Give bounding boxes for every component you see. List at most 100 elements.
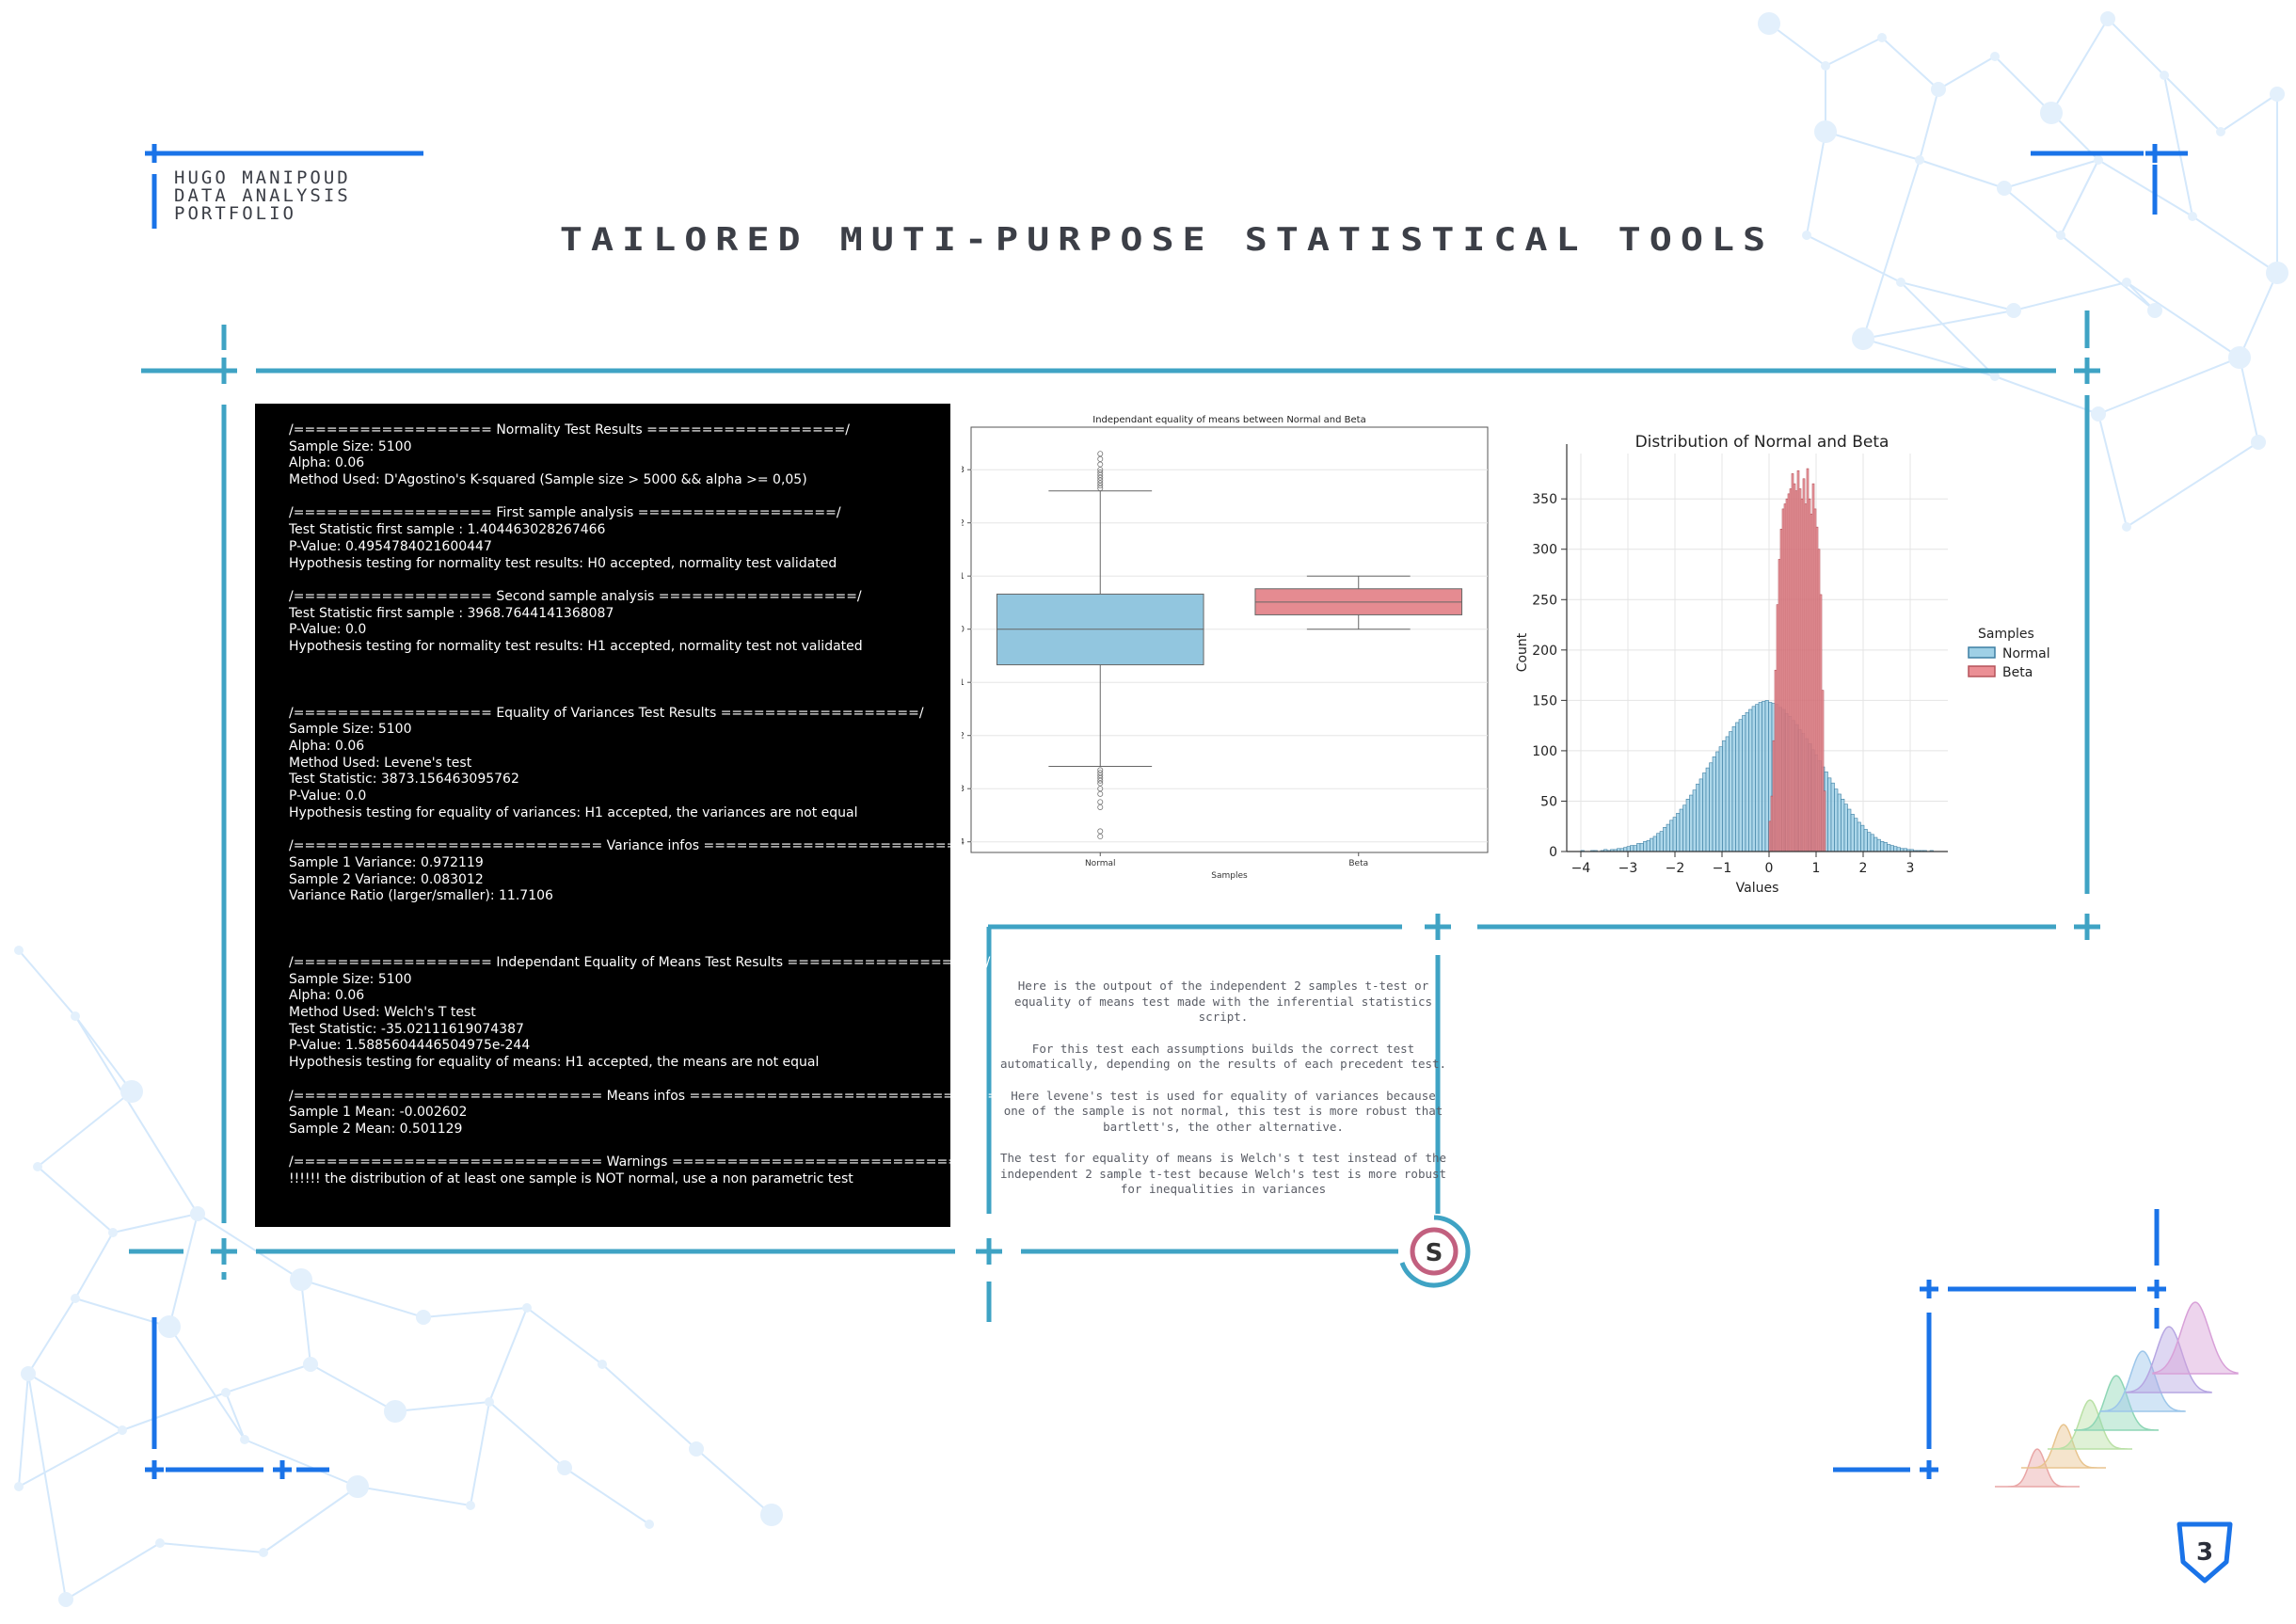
histogram-bar (1751, 706, 1756, 852)
network-node (33, 1162, 42, 1171)
histogram-bar (1643, 840, 1648, 852)
network-edge (1937, 56, 1996, 90)
outlier-point (1097, 470, 1104, 476)
histogram-bar (1731, 725, 1736, 852)
network-node (760, 1504, 783, 1526)
network-edge (2060, 159, 2099, 236)
y-tick-label: 100 (1532, 744, 1557, 759)
network-edge (1825, 37, 1883, 67)
y-tick-label: 0 (1549, 845, 1557, 860)
network-edge (423, 1307, 528, 1318)
histogram-bar (1808, 498, 1811, 852)
histogram-bar (1798, 488, 1802, 852)
network-node (2094, 155, 2103, 165)
terminal-line: /================== Independant Equality… (289, 955, 991, 970)
y-tick-label: 200 (1532, 644, 1557, 659)
network-pattern (14, 11, 2288, 1607)
y-tick-label: 250 (1532, 593, 1557, 608)
y-axis-label: Count (1515, 632, 1530, 672)
ridgeline-curve (2073, 1375, 2160, 1431)
network-node (71, 1011, 80, 1021)
network-node (1814, 120, 1837, 143)
network-edge (2060, 234, 2156, 311)
network-node (689, 1441, 704, 1457)
outlier-point (1097, 471, 1104, 478)
page-number-badge: 3 (2176, 1521, 2233, 1584)
network-edge (159, 1542, 264, 1553)
boxplot-chart: Independant equality of means between No… (962, 415, 1489, 881)
network-node (1852, 327, 1874, 350)
histogram-bar (1867, 832, 1872, 852)
histogram-bar (1666, 823, 1670, 852)
network-edge (18, 1429, 123, 1488)
terminal-line: Hypothesis testing for normality test re… (289, 638, 863, 654)
author-name: Hugo Manipoud (174, 167, 351, 188)
network-edge (2107, 18, 2165, 76)
outlier-point (1097, 786, 1104, 792)
histogram-bar (1893, 846, 1898, 852)
network-edge (197, 1213, 302, 1281)
network-edge (526, 1307, 603, 1365)
network-edge (121, 1392, 227, 1431)
terminal-line: Sample Size: 5100 (289, 438, 412, 454)
network-node (2251, 435, 2266, 450)
histogram-bar (1698, 778, 1703, 852)
portfolio-subtitle: Data Analysis (174, 185, 351, 206)
outlier-point (1097, 772, 1104, 779)
page-number: 3 (2196, 1538, 2213, 1567)
network-node (2006, 303, 2021, 318)
terminal-line: /================== Second sample analys… (289, 588, 862, 604)
network-edge (2003, 159, 2099, 189)
y-tick-label: 1 (962, 572, 965, 581)
histogram-bar (1841, 799, 1845, 852)
terminal-line (289, 938, 950, 955)
ridgeline-curve (2152, 1301, 2239, 1375)
terminal-line: Sample Size: 5100 (289, 971, 412, 987)
terminal-line: Hypothesis testing for equality of means… (289, 1055, 820, 1071)
network-node (598, 1360, 607, 1369)
network-edge (65, 1542, 161, 1600)
network-node (2122, 522, 2131, 532)
network-edge (2050, 18, 2109, 114)
histogram-bar (1806, 468, 1810, 852)
network-edge (1825, 131, 1921, 161)
x-tick-label: 0 (1765, 861, 1774, 876)
network-node (155, 1538, 165, 1548)
histogram-bar (1854, 818, 1858, 852)
histogram-bar (1729, 731, 1733, 852)
network-edge (2126, 441, 2259, 528)
network-edge (74, 1232, 114, 1299)
terminal-line (289, 656, 950, 673)
terminal-line: /============================ Warnings =… (289, 1154, 986, 1170)
x-tick-label: Beta (1348, 859, 1368, 868)
histogram-bar (1796, 470, 1800, 852)
outlier-point (1097, 455, 1104, 462)
network-node (240, 1435, 249, 1444)
network-edge (564, 1467, 650, 1525)
histogram-chart: Distribution of Normal and Beta −4 −3 −2 −1 0… (1515, 433, 2050, 896)
histogram-bar (1742, 715, 1746, 852)
network-node (346, 1475, 369, 1498)
y-tick-label: 50 (1540, 794, 1557, 809)
network-edge (2163, 74, 2222, 133)
network-edge (2013, 281, 2128, 311)
network-edge (2126, 281, 2240, 358)
terminal-line: Test Statistic first sample : 1.40446302… (289, 522, 606, 538)
terminal-line: Sample 1 Mean: -0.002602 (289, 1105, 468, 1121)
network-edge (394, 1401, 490, 1412)
network-edge (488, 1401, 566, 1469)
histogram-bar (1785, 498, 1789, 852)
histogram-bar (1873, 836, 1878, 852)
network-edge (1862, 159, 1921, 340)
x-tick-label: 2 (1859, 861, 1868, 876)
network-node (2216, 127, 2225, 136)
network-edge (1881, 37, 1939, 90)
section-badge: S (1399, 1215, 1471, 1288)
network-edge (18, 949, 76, 1017)
network-edge (2220, 93, 2278, 133)
terminal-line: Alpha: 0.06 (289, 455, 365, 471)
outlier-point (1097, 790, 1104, 797)
histogram-bar (1650, 837, 1654, 852)
histogram-bar (1764, 700, 1769, 852)
network-node (2266, 262, 2288, 284)
